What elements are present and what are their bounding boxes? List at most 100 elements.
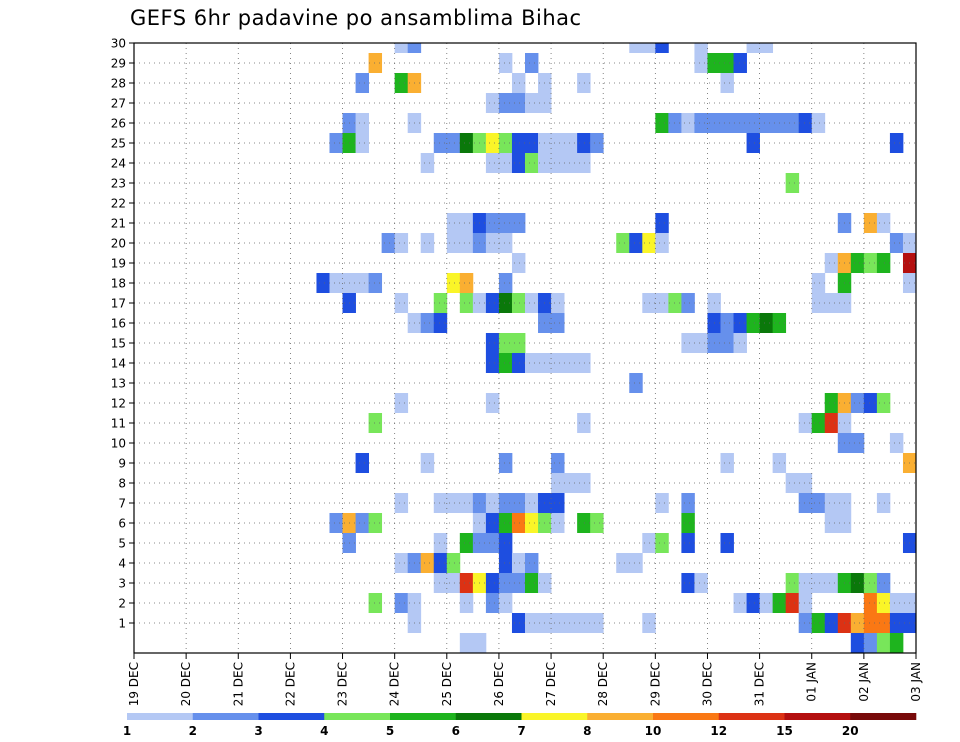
heatmap-cell <box>485 233 500 253</box>
heatmap-cell <box>485 333 500 353</box>
heatmap-cell <box>616 553 630 573</box>
heatmap-cell <box>876 613 891 633</box>
heatmap-cell <box>329 273 343 293</box>
x-tick-label: 20 DEC <box>179 662 193 706</box>
y-tick-label: 26 <box>111 117 126 131</box>
heatmap-cell <box>720 313 734 333</box>
x-tick-label: 22 DEC <box>283 662 297 706</box>
heatmap-cell <box>733 53 747 73</box>
heatmap-cell <box>590 613 604 633</box>
heatmap-cell <box>446 553 461 573</box>
heatmap-cell <box>329 133 343 153</box>
heatmap-cell <box>551 293 565 313</box>
heatmap-cell <box>459 133 474 153</box>
heatmap-cell <box>850 613 865 633</box>
heatmap-cell <box>733 593 747 613</box>
heatmap-cell <box>629 553 643 573</box>
heatmap-cell <box>498 533 513 553</box>
heatmap-cell <box>511 553 526 573</box>
heatmap-cell <box>863 633 878 653</box>
y-tick-label: 6 <box>118 517 126 531</box>
x-tick-label: 23 DEC <box>336 662 350 706</box>
heatmap-cell <box>551 513 565 533</box>
heatmap-cell <box>681 293 695 313</box>
heatmap-cell <box>446 573 461 593</box>
heatmap-cell <box>577 153 591 173</box>
heatmap-cell <box>525 293 539 313</box>
heatmap-cell <box>433 293 448 313</box>
heatmap-cell <box>811 493 826 513</box>
heatmap-cell <box>681 533 695 553</box>
y-tick-label: 8 <box>118 477 126 491</box>
heatmap-cell <box>811 113 826 133</box>
y-tick-label: 25 <box>111 137 126 151</box>
y-tick-label: 4 <box>118 557 126 571</box>
heatmap-cell <box>525 153 539 173</box>
legend-swatch <box>324 713 391 720</box>
heatmap-cell <box>498 273 513 293</box>
chart-title: GEFS 6hr padavine po ansamblima Bihac <box>130 6 582 30</box>
legend-swatch <box>653 713 720 720</box>
heatmap-cell <box>485 573 500 593</box>
heatmap-cell <box>446 133 461 153</box>
heatmap-cell <box>485 533 500 553</box>
heatmap-cell <box>798 473 813 493</box>
heatmap-cell <box>459 293 474 313</box>
heatmap-cell <box>459 573 474 593</box>
heatmap-cell <box>889 593 904 613</box>
heatmap-cell <box>577 473 591 493</box>
y-tick-label: 29 <box>111 57 126 71</box>
heatmap-cells <box>316 43 917 653</box>
y-tick-label: 18 <box>111 277 126 291</box>
heatmap-cell <box>511 133 526 153</box>
heatmap-cell <box>655 213 669 233</box>
heatmap-cell <box>485 493 500 513</box>
heatmap-cell <box>407 43 422 53</box>
heatmap-cell <box>876 593 891 613</box>
y-tick-label: 20 <box>111 237 126 251</box>
y-tick-label: 24 <box>111 157 126 171</box>
y-tick-label: 28 <box>111 77 126 91</box>
legend-label: 5 <box>386 724 394 738</box>
heatmap-cell <box>368 513 383 533</box>
heatmap-cell <box>525 93 539 113</box>
legend-swatch <box>784 713 851 720</box>
x-tick-label: 21 DEC <box>231 662 245 706</box>
heatmap-cell <box>485 393 500 413</box>
heatmap-cell <box>498 573 513 593</box>
heatmap-cell <box>485 213 500 233</box>
heatmap-cell <box>785 573 800 593</box>
legend-label: 6 <box>452 724 460 738</box>
heatmap-cell <box>511 153 526 173</box>
heatmap-cell <box>446 213 461 233</box>
heatmap-cell <box>785 593 800 613</box>
heatmap-cell <box>355 113 369 133</box>
heatmap-cell <box>642 43 656 53</box>
heatmap-cell <box>577 353 591 373</box>
heatmap-cell <box>525 53 539 73</box>
heatmap-cell <box>720 73 734 93</box>
heatmap-cell <box>551 453 565 473</box>
y-tick-label: 7 <box>118 497 126 511</box>
heatmap-cell <box>629 373 643 393</box>
heatmap-cell <box>811 613 826 633</box>
plot-frame <box>133 42 917 654</box>
heatmap-cell <box>811 293 826 313</box>
heatmap-cell <box>590 133 604 153</box>
heatmap-cell <box>564 613 578 633</box>
heatmap-cell <box>433 133 448 153</box>
y-tick-label: 22 <box>111 197 126 211</box>
heatmap-cell <box>577 513 591 533</box>
x-tick-label: 25 DEC <box>440 662 454 706</box>
heatmap-cell <box>876 633 891 653</box>
heatmap-cell <box>511 213 526 233</box>
heatmap-cell <box>329 513 343 533</box>
y-tick-label: 23 <box>111 177 126 191</box>
legend-swatch <box>258 713 325 720</box>
heatmap-cell <box>551 133 565 153</box>
heatmap-cell <box>889 133 904 153</box>
heatmap-cell <box>759 113 774 133</box>
heatmap-cell <box>525 573 539 593</box>
legend-swatch <box>127 713 194 720</box>
y-tick-label: 15 <box>111 337 126 351</box>
